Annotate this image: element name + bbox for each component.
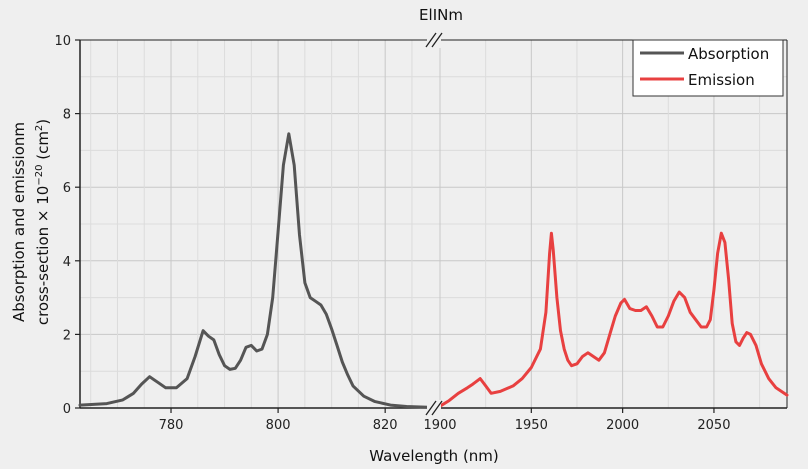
break-gap <box>427 400 441 416</box>
break-slash <box>431 400 443 416</box>
break-slash <box>425 32 437 48</box>
x-tick-label: 800 <box>266 418 291 433</box>
x-tick-label: 1950 <box>515 418 548 433</box>
x-axis-title: Wavelength (nm) <box>369 447 499 465</box>
series-line-absorption <box>78 132 430 409</box>
y-axis-title-line1: Absorption and emissionm <box>10 122 28 322</box>
x-tick-label: 2000 <box>606 418 639 433</box>
legend: Absorption Emission <box>632 39 784 97</box>
chart-title: ElINm <box>419 6 463 24</box>
ticks: 0 2 4 6 8 10 780 800 820 1900 1950 2000 2050 <box>54 34 730 433</box>
x-tick-label: 1900 <box>423 418 456 433</box>
y-axis-title-unit-exp: 2 <box>34 125 45 131</box>
y-tick-label: 4 <box>63 255 71 270</box>
break-gap <box>427 32 441 48</box>
break-slash <box>431 32 443 48</box>
y-axis-title-line2: cross-section × 10−20 (cm2) <box>34 119 52 325</box>
y-tick-label: 8 <box>63 108 71 123</box>
y-axis-title-unit: (cm <box>34 131 52 164</box>
y-tick-label: 2 <box>63 328 71 343</box>
axis-break-marks <box>425 32 443 416</box>
x-tick-label: 820 <box>373 418 398 433</box>
y-axis-title-unit-close: ) <box>34 119 52 125</box>
y-axis-title-exp: −20 <box>34 165 45 186</box>
legend-box <box>632 39 784 97</box>
y-tick-label: 0 <box>63 402 71 417</box>
y-tick-label: 10 <box>54 34 71 49</box>
legend-label-absorption: Absorption <box>688 45 769 63</box>
series-line-emission <box>438 231 789 408</box>
y-tick-label: 6 <box>63 181 71 196</box>
x-tick-label: 780 <box>159 418 184 433</box>
x-tick-label: 2050 <box>697 418 730 433</box>
plot-lines <box>78 132 789 409</box>
legend-label-emission: Emission <box>688 71 755 89</box>
y-axis-title-main: cross-section × 10 <box>34 186 52 326</box>
break-slash <box>425 400 437 416</box>
